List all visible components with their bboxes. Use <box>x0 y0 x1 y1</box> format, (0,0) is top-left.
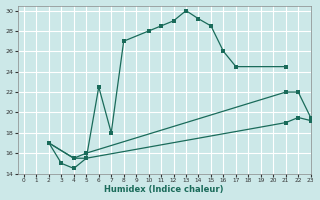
X-axis label: Humidex (Indice chaleur): Humidex (Indice chaleur) <box>104 185 224 194</box>
